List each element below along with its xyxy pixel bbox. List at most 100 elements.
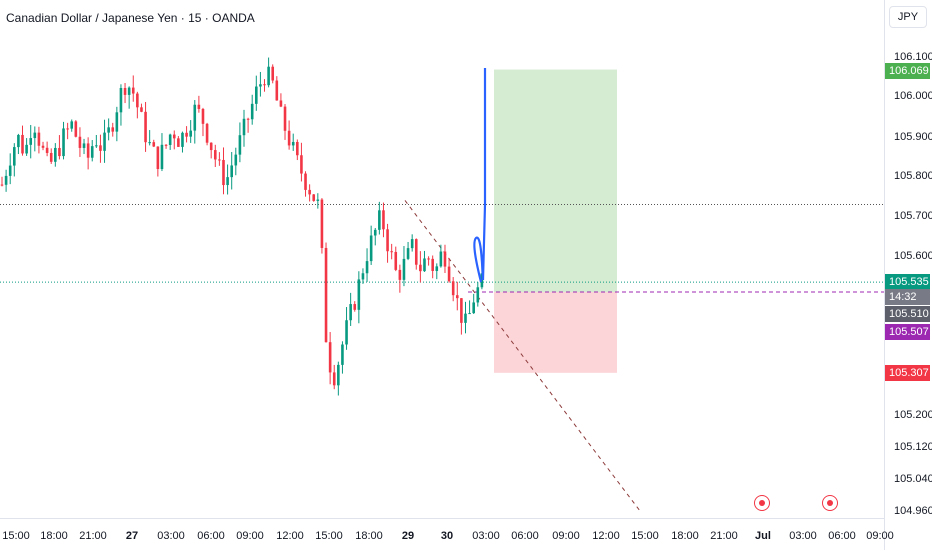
candle-body bbox=[419, 264, 422, 272]
time-label: 12:00 bbox=[276, 530, 304, 542]
candle-body bbox=[197, 104, 201, 109]
candle-body bbox=[33, 132, 37, 139]
last-price-badge: 105.535 bbox=[885, 274, 930, 290]
time-label: 18:00 bbox=[355, 530, 383, 542]
candle-body bbox=[90, 146, 94, 158]
candle-body bbox=[41, 145, 45, 148]
candle-body bbox=[296, 141, 299, 156]
time-axis[interactable]: 15:00 18:00 21:00 27 03:00 06:00 09:00 12:00 15:… bbox=[0, 518, 894, 551]
take-profit-zone bbox=[494, 69, 617, 293]
candle-body bbox=[185, 132, 188, 137]
candle-body bbox=[193, 104, 197, 131]
time-label: 06:00 bbox=[197, 530, 225, 542]
candle-body bbox=[119, 88, 123, 113]
candle-body bbox=[349, 304, 352, 321]
candle-body bbox=[320, 199, 324, 248]
candle-body bbox=[287, 130, 291, 146]
price-tick: 105.120 bbox=[894, 441, 932, 453]
candle-body bbox=[439, 251, 443, 267]
candle-body bbox=[136, 93, 139, 108]
candle-body bbox=[213, 150, 217, 160]
candle-body bbox=[205, 123, 209, 143]
candle-body bbox=[95, 145, 98, 147]
candle-body bbox=[480, 273, 484, 288]
candle-body bbox=[332, 372, 336, 386]
economic-event-icon[interactable] bbox=[754, 495, 770, 511]
candle-body bbox=[369, 235, 373, 262]
candle-body bbox=[402, 258, 406, 280]
candle-body bbox=[49, 152, 53, 162]
candle-body bbox=[62, 128, 65, 157]
candle-body bbox=[378, 210, 381, 230]
candle-body bbox=[238, 135, 242, 155]
candle-body bbox=[427, 258, 430, 260]
candle-body bbox=[414, 239, 418, 265]
candle-body bbox=[410, 239, 414, 249]
candle-body bbox=[78, 136, 82, 148]
candle-body bbox=[17, 134, 20, 148]
currency-button[interactable]: JPY bbox=[889, 6, 927, 28]
candle-body bbox=[177, 138, 180, 147]
candle-body bbox=[464, 313, 467, 323]
time-label: 03:00 bbox=[472, 530, 500, 542]
candle-body bbox=[324, 247, 328, 343]
time-label: 21:00 bbox=[79, 530, 107, 542]
candle-body bbox=[394, 251, 398, 270]
time-label: 06:00 bbox=[828, 530, 856, 542]
candle-body bbox=[250, 103, 254, 120]
price-tick: 105.600 bbox=[894, 250, 932, 262]
candle-body bbox=[8, 165, 12, 176]
mark-price-badge: 105.507 bbox=[885, 324, 930, 340]
time-label: 21:00 bbox=[710, 530, 738, 542]
symbol-title[interactable]: Canadian Dollar / Japanese Yen · 15 · OA… bbox=[6, 11, 255, 25]
candle-body bbox=[398, 269, 402, 280]
candle-body bbox=[304, 173, 307, 190]
candle-body bbox=[279, 100, 283, 107]
candle-body bbox=[148, 142, 151, 144]
candle-body bbox=[316, 199, 320, 201]
time-label: Jul bbox=[755, 530, 771, 542]
candle-body bbox=[189, 130, 192, 137]
chart-canvas[interactable]: Canadian Dollar / Japanese Yen · 15 · OA… bbox=[0, 0, 884, 518]
candle-body bbox=[447, 266, 451, 282]
candle-body bbox=[152, 142, 156, 147]
time-label: 09:00 bbox=[552, 530, 580, 542]
candle-body bbox=[226, 177, 229, 186]
candle-body bbox=[140, 107, 143, 112]
time-label: 15:00 bbox=[315, 530, 343, 542]
price-chart[interactable] bbox=[0, 0, 884, 518]
candle-body bbox=[451, 281, 455, 296]
stop-loss-zone bbox=[494, 292, 617, 373]
candle-body bbox=[357, 279, 361, 310]
candle-body bbox=[341, 344, 344, 365]
time-label: 09:00 bbox=[866, 530, 894, 542]
time-label: 03:00 bbox=[789, 530, 817, 542]
candle-body bbox=[107, 127, 110, 133]
candle-body bbox=[259, 84, 262, 87]
candle-body bbox=[201, 108, 205, 124]
candle-body bbox=[263, 84, 266, 86]
time-label: 15:00 bbox=[2, 530, 30, 542]
candle-body bbox=[390, 251, 393, 253]
candle-body bbox=[455, 295, 459, 299]
candle-body bbox=[386, 229, 389, 252]
price-tick: 105.700 bbox=[894, 210, 932, 222]
candle-body bbox=[13, 147, 16, 166]
projection-path bbox=[473, 68, 487, 283]
time-label: 30 bbox=[440, 530, 454, 542]
time-label: 18:00 bbox=[671, 530, 699, 542]
stop-loss-price-badge: 105.307 bbox=[885, 365, 930, 381]
candle-body bbox=[37, 132, 41, 146]
candle-body bbox=[460, 298, 463, 323]
candle-body bbox=[472, 302, 475, 314]
candle-body bbox=[283, 106, 287, 131]
time-label: 18:00 bbox=[40, 530, 68, 542]
economic-event-icon[interactable] bbox=[822, 495, 838, 511]
candle-body bbox=[172, 134, 176, 139]
candle-body bbox=[468, 313, 471, 315]
time-label: 27 bbox=[125, 530, 139, 542]
candle-body bbox=[234, 154, 238, 166]
candle-body bbox=[25, 144, 28, 154]
candle-body bbox=[181, 132, 184, 147]
candle-body bbox=[45, 147, 49, 153]
